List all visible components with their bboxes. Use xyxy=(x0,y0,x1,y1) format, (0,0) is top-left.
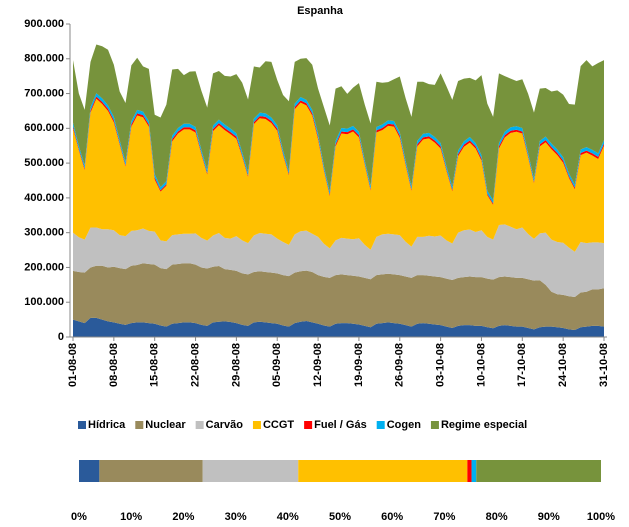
x-tick-label: 50% xyxy=(329,511,351,523)
x-tick-label: 05-09-08 xyxy=(271,343,283,387)
chart-title: Espanha xyxy=(297,5,344,17)
bar-segment xyxy=(476,460,601,482)
legend-label: Carvão xyxy=(206,419,244,431)
area xyxy=(73,98,604,252)
area xyxy=(73,317,604,337)
x-tick-label: 29-08-08 xyxy=(230,343,242,387)
x-tick-label: 24-10-08 xyxy=(557,343,569,387)
x-tick-label: 90% xyxy=(538,511,560,523)
legend-label: CCGT xyxy=(263,419,294,431)
bar-segment xyxy=(471,460,477,482)
area xyxy=(73,44,604,201)
bar-segment xyxy=(467,460,472,482)
y-tick-label: 900.000 xyxy=(24,18,64,30)
bar-segment xyxy=(202,460,299,482)
area xyxy=(73,263,604,331)
x-tick-label: 31-10-08 xyxy=(598,343,610,387)
legend-label: Fuel / Gás xyxy=(314,419,367,431)
x-tick-label: 0% xyxy=(71,511,87,523)
x-tick-label: 19-09-08 xyxy=(353,343,365,387)
bar-segment xyxy=(79,460,100,482)
x-tick-label: 08-08-08 xyxy=(108,343,120,387)
x-tick-label: 17-10-08 xyxy=(516,343,528,387)
y-tick-label: 300.000 xyxy=(24,227,64,239)
legend-label: Cogen xyxy=(387,419,422,431)
y-tick-label: 400.000 xyxy=(24,192,64,204)
legend-swatch xyxy=(78,421,86,429)
legend-swatch xyxy=(376,421,385,429)
area xyxy=(73,224,604,298)
bar-segment xyxy=(298,460,468,482)
x-tick-label: 03-10-08 xyxy=(435,343,447,387)
x-tick-label: 15-08-08 xyxy=(149,343,161,387)
y-tick-label: 100.000 xyxy=(24,296,64,308)
x-tick-label: 100% xyxy=(587,511,615,523)
x-tick-label: 60% xyxy=(381,511,403,523)
legend-label: Nuclear xyxy=(145,419,186,431)
x-tick-label: 40% xyxy=(277,511,299,523)
y-tick-label: 800.000 xyxy=(24,53,64,65)
bar-segment xyxy=(99,460,203,482)
y-tick-label: 700.000 xyxy=(24,87,64,99)
legend-label: Hídrica xyxy=(88,419,126,431)
legend-swatch xyxy=(304,421,313,429)
x-tick-label: 70% xyxy=(433,511,455,523)
x-tick-label: 30% xyxy=(225,511,247,523)
y-tick-label: 500.000 xyxy=(24,157,64,169)
legend-swatch xyxy=(135,421,144,429)
y-tick-label: 0 xyxy=(58,331,64,343)
x-tick-label: 10-10-08 xyxy=(475,343,487,387)
legend-swatch xyxy=(430,421,439,429)
legend-label: Regime especial xyxy=(441,419,527,431)
x-tick-label: 10% xyxy=(120,511,142,523)
x-tick-label: 22-08-08 xyxy=(189,343,201,387)
y-tick-label: 200.000 xyxy=(24,261,64,273)
legend-swatch xyxy=(252,421,261,429)
y-tick-label: 600.000 xyxy=(24,122,64,134)
legend-swatch xyxy=(195,421,204,429)
x-tick-label: 26-09-08 xyxy=(394,343,406,387)
x-tick-label: 20% xyxy=(172,511,194,523)
x-tick-label: 01-08-08 xyxy=(67,343,79,387)
x-tick-label: 12-09-08 xyxy=(312,343,324,387)
x-tick-label: 80% xyxy=(486,511,508,523)
